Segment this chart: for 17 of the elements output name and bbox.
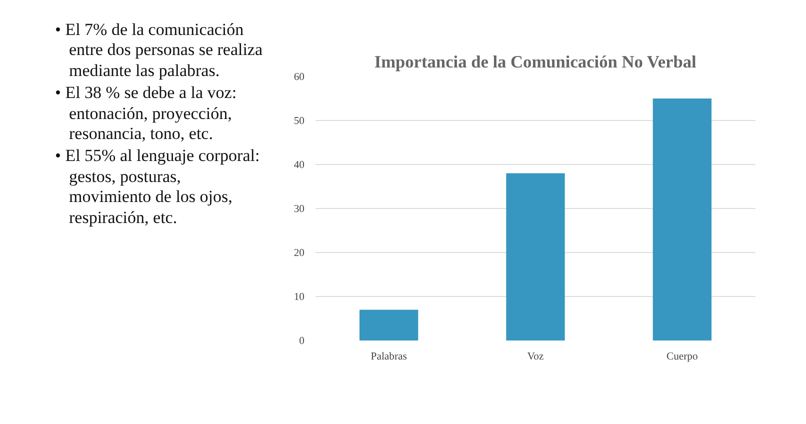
text: • El 38 % se debe a la voz: entonación, proyección, resonancia, tono, etc.: [55, 83, 238, 144]
y-tick-label: 50: [294, 116, 304, 127]
x-tick-label: Palabras: [370, 352, 407, 362]
y-tick-label: 30: [294, 204, 304, 215]
y-tick-label: 20: [294, 248, 304, 259]
x-tick-label: Cuerpo: [666, 352, 698, 362]
y-tick-label: 0: [299, 336, 304, 347]
bar: [360, 310, 418, 340]
x-tick-label: Voz: [527, 352, 544, 362]
y-tick-label: 10: [294, 292, 304, 303]
bar: [506, 173, 565, 340]
y-tick-label: 40: [294, 160, 304, 171]
bar: [652, 98, 712, 340]
y-tick-label: 60: [294, 72, 304, 83]
text: • El 55% al lenguaje corporal: gestos, posturas, movimiento de los ojos, respiración, etc.: [55, 146, 261, 228]
text: • El 7% de la comunicación entre dos personas se realiza mediante las palabras.: [55, 20, 264, 82]
chart-title: Importancia de la Comunicación No Verbal: [374, 52, 697, 72]
